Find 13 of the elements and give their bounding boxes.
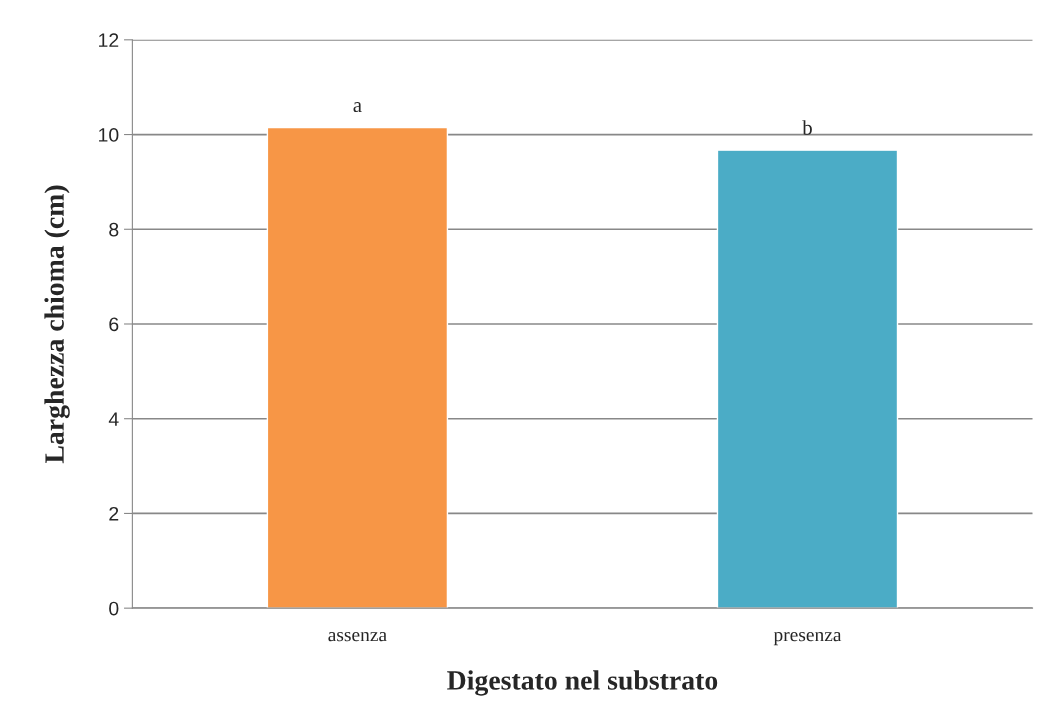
y-tick-label: 10 xyxy=(99,128,119,142)
y-tick-label: 6 xyxy=(109,317,119,332)
y-tick-label: 12 xyxy=(99,33,119,47)
y-tick-label: 2 xyxy=(109,506,119,521)
annotation: b xyxy=(802,120,812,135)
y-tick-label: 0 xyxy=(109,601,119,616)
x-tick-label: assenza xyxy=(328,631,387,642)
y-tick-label: 8 xyxy=(109,222,119,237)
y-axis-title: Larghezza chioma (cm) xyxy=(44,185,70,464)
x-axis-title: Digestato nel substrato xyxy=(447,670,718,696)
annotation: a xyxy=(353,102,362,113)
y-tick-label: 4 xyxy=(108,412,119,426)
x-tick-label: presenza xyxy=(773,631,842,646)
